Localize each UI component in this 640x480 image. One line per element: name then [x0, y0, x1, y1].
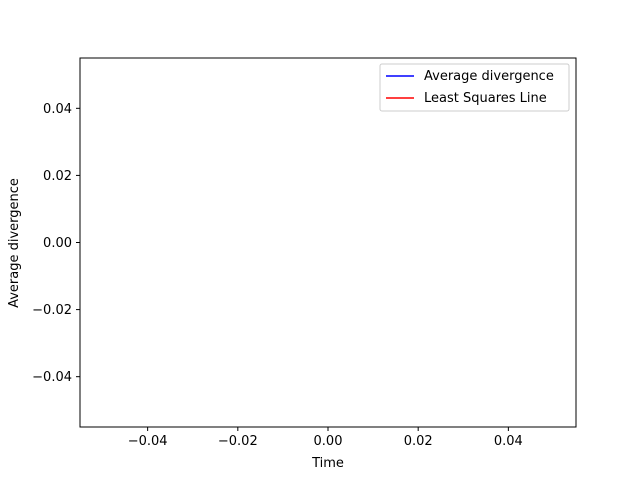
legend: Average divergence Least Squares Line — [379, 63, 570, 112]
x-tick-label: 0.02 — [404, 434, 433, 449]
x-axis-ticks: −0.04 −0.02 0.00 0.02 0.04 — [128, 427, 523, 449]
y-tick-label: 0.02 — [43, 169, 72, 184]
y-tick-label: −0.04 — [32, 370, 72, 385]
legend-box — [379, 63, 570, 112]
x-tick-label: 0.00 — [314, 434, 343, 449]
y-axis-label: Average divergence — [7, 178, 22, 308]
legend-label-average-divergence: Average divergence — [424, 69, 554, 84]
legend-label-least-squares-line: Least Squares Line — [424, 91, 547, 106]
x-axis-label: Time — [311, 456, 344, 471]
y-tick-label: −0.02 — [32, 303, 72, 318]
y-tick-label: 0.04 — [43, 102, 72, 117]
y-axis-ticks: −0.04 −0.02 0.00 0.02 0.04 — [32, 102, 80, 385]
axes-frame — [79, 57, 577, 428]
x-tick-label: −0.04 — [128, 434, 168, 449]
x-tick-label: 0.04 — [494, 434, 523, 449]
x-tick-label: −0.02 — [218, 434, 258, 449]
y-tick-label: 0.00 — [43, 236, 72, 251]
